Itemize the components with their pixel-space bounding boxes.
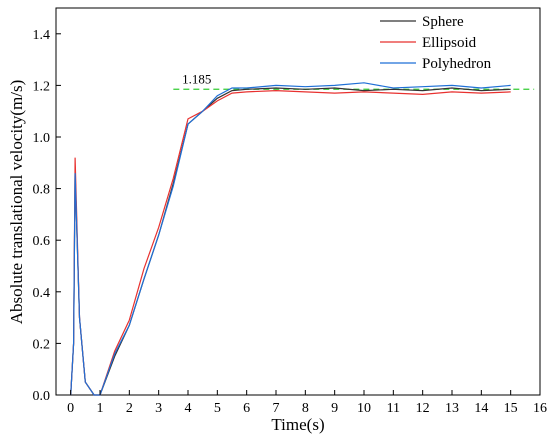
y-tick-label: 1.0 [33, 131, 51, 146]
x-tick-label: 9 [331, 401, 338, 416]
x-ticks: 0 1 2 3 4 5 6 7 8 9 10 11 12 13 14 15 16 [67, 390, 547, 416]
y-axis-title: Absolute translational velocity(m/s) [7, 80, 26, 325]
y-tick-label: 1.4 [33, 28, 51, 43]
x-tick-label: 2 [126, 401, 133, 416]
x-tick-label: 8 [302, 401, 309, 416]
x-tick-label: 0 [67, 401, 74, 416]
x-tick-label: 5 [214, 401, 221, 416]
y-ticks: 0.0 0.2 0.4 0.6 0.8 1.0 1.2 1.4 [33, 28, 61, 404]
reference-line-group: 1.185 [173, 71, 535, 90]
series-line-polyhedron [70, 82, 511, 396]
x-tick-label: 16 [533, 401, 547, 416]
series-line-sphere [70, 87, 511, 396]
x-tick-label: 14 [474, 401, 488, 416]
x-tick-label: 1 [97, 401, 104, 416]
x-tick-label: 4 [185, 401, 192, 416]
x-axis-title: Time(s) [271, 415, 324, 434]
series-line-ellipsoid [70, 89, 511, 396]
y-tick-label: 1.2 [33, 79, 51, 94]
y-tick-label: 0.6 [33, 234, 51, 249]
x-tick-label: 11 [387, 401, 400, 416]
y-tick-label: 0.0 [33, 389, 51, 404]
x-tick-label: 3 [155, 401, 162, 416]
x-tick-label: 13 [445, 401, 459, 416]
x-tick-label: 10 [357, 401, 371, 416]
legend-label-sphere: Sphere [422, 14, 464, 30]
x-tick-label: 15 [504, 401, 518, 416]
x-tick-label: 12 [416, 401, 430, 416]
y-tick-label: 0.2 [33, 337, 51, 352]
y-tick-label: 0.8 [33, 183, 51, 198]
legend-label-polyhedron: Polyhedron [422, 56, 492, 72]
plot-area-border [55, 7, 541, 396]
legend-label-ellipsoid: Ellipsoid [422, 35, 477, 51]
series-group [70, 82, 511, 396]
x-tick-label: 6 [243, 401, 250, 416]
legend: Sphere Ellipsoid Polyhedron [380, 14, 492, 72]
reference-line-label: 1.185 [182, 71, 211, 86]
y-tick-label: 0.4 [33, 286, 51, 301]
x-tick-label: 7 [273, 401, 280, 416]
